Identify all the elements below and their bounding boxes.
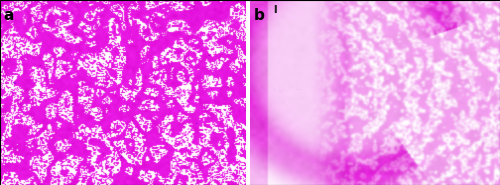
Text: a: a <box>4 9 14 23</box>
Text: b: b <box>254 9 264 23</box>
